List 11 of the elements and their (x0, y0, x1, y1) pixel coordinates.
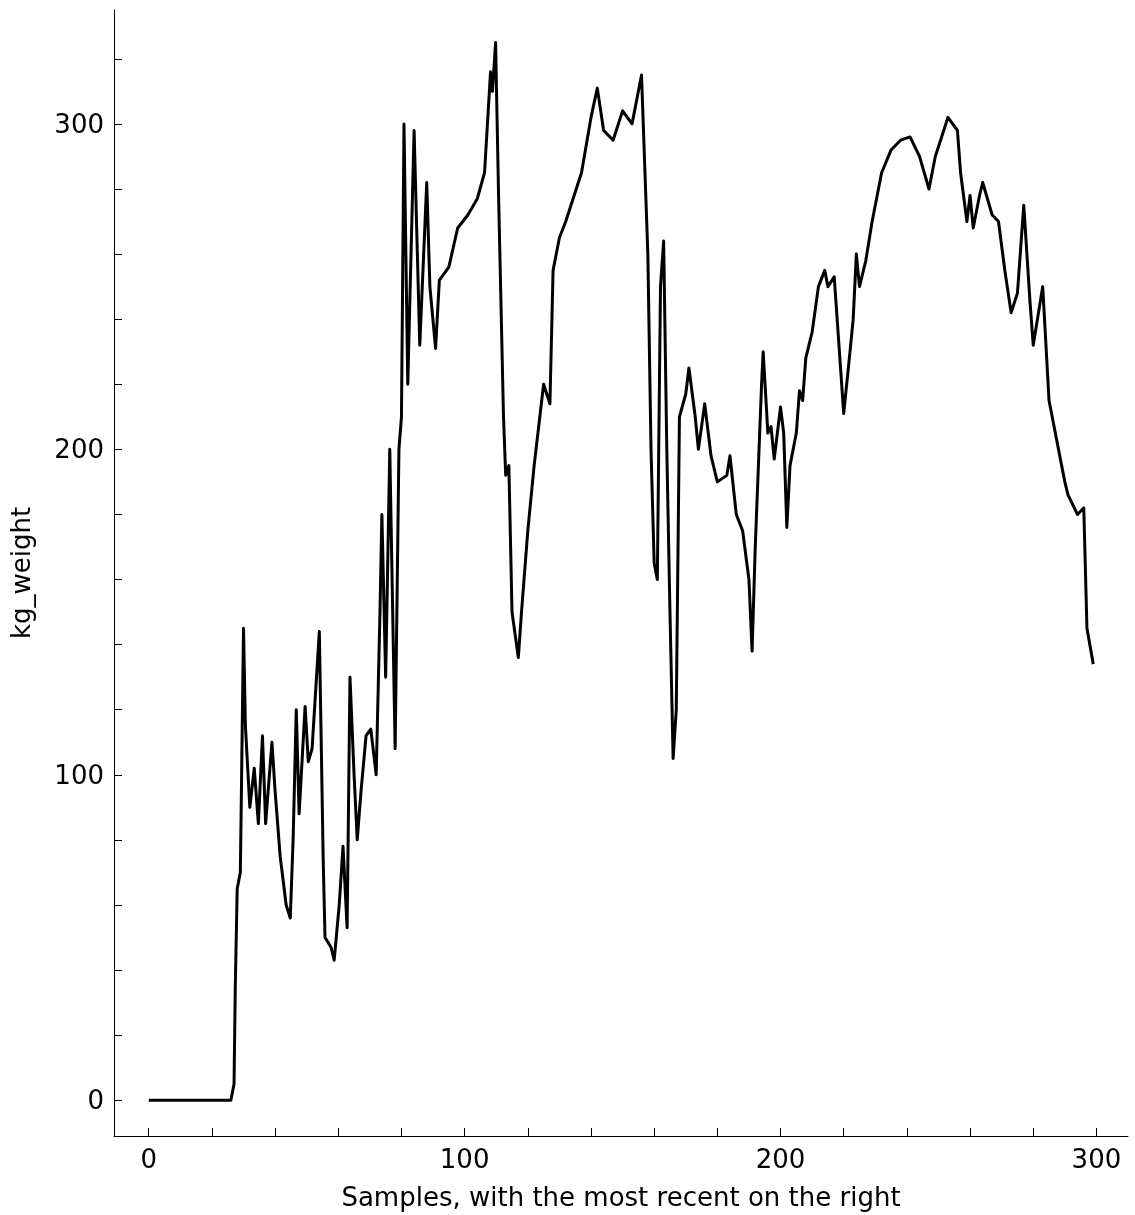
x-tick-label: 100 (439, 1144, 490, 1174)
x-axis-title: Samples, with the most recent on the right (341, 1182, 901, 1212)
y-tick-label: 0 (87, 1085, 104, 1116)
y-tick-label: 100 (54, 759, 104, 790)
x-tick-label: 200 (755, 1144, 806, 1174)
x-tick-label: 300 (1071, 1144, 1122, 1174)
y-tick-label: 200 (54, 434, 104, 465)
y-tick-label: 300 (54, 108, 104, 139)
y-axis-title: kg_weight (6, 506, 36, 640)
line-series (147, 41, 1095, 1102)
x-tick-label: 0 (140, 1144, 158, 1174)
